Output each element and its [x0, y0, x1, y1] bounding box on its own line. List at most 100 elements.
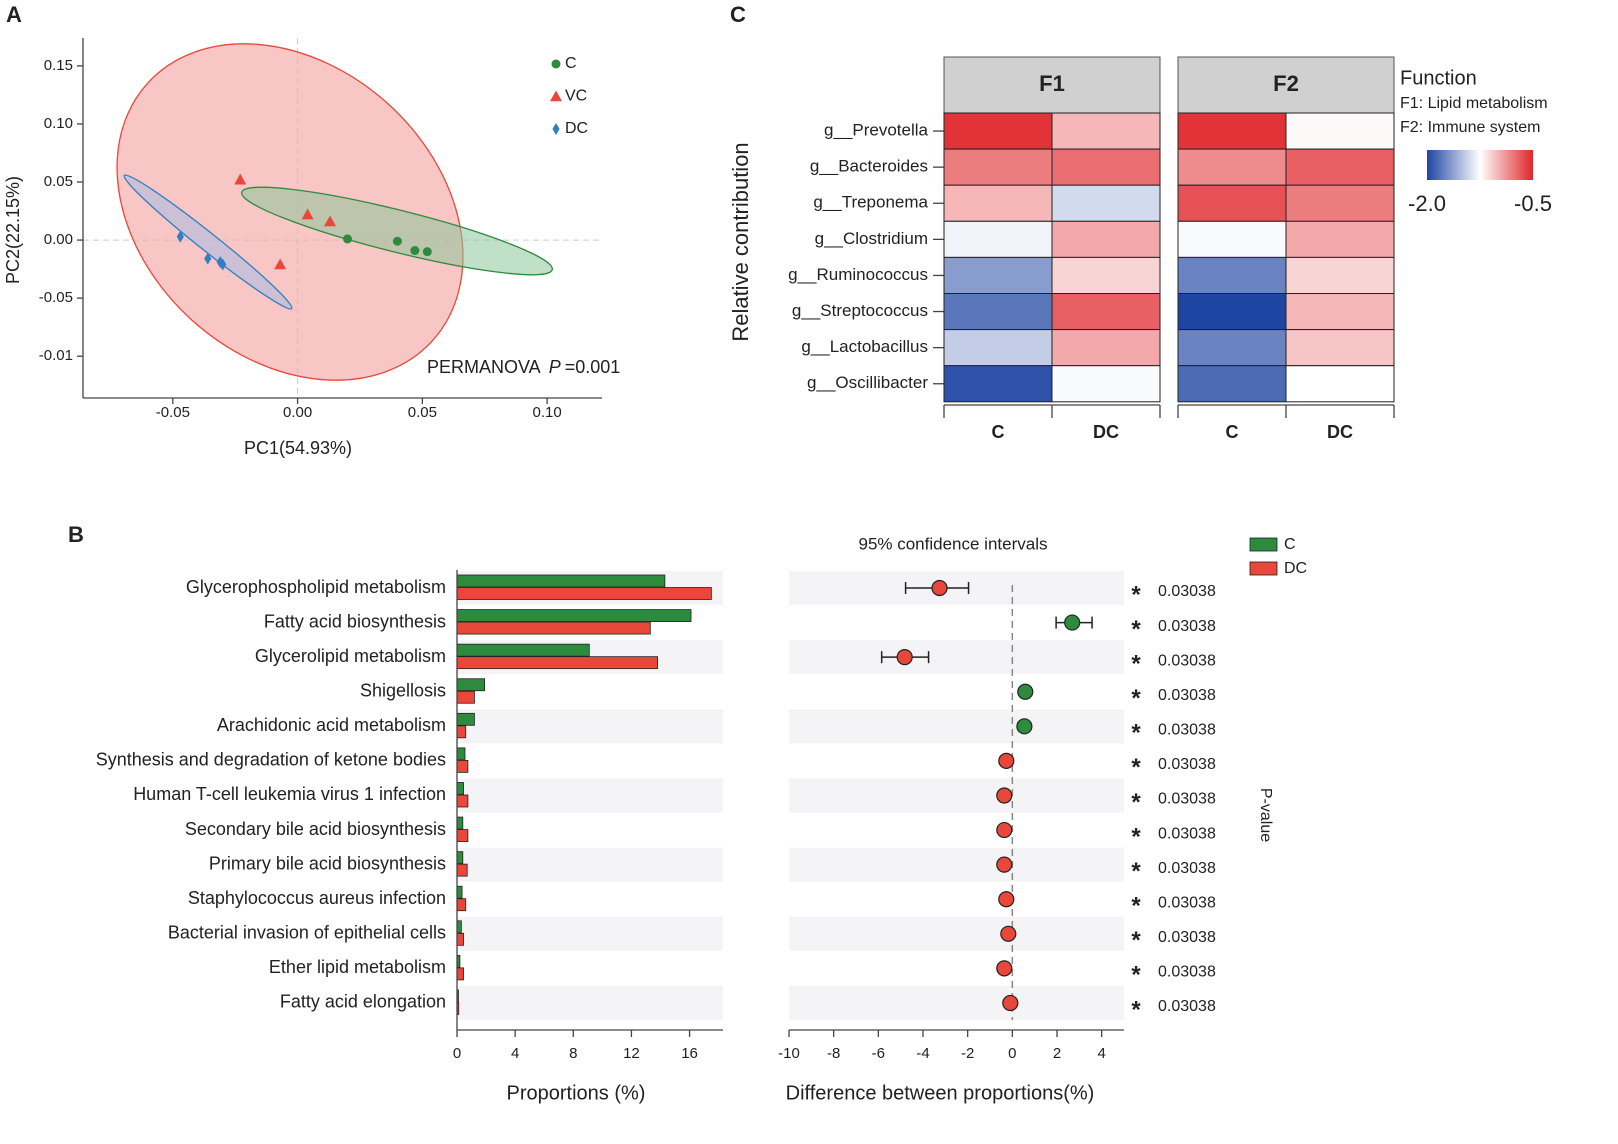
p-value: 0.03038	[1158, 618, 1216, 635]
bar	[456, 656, 658, 670]
point	[324, 215, 337, 227]
x-tick-label: -8	[827, 1045, 840, 1062]
y-tick-label: 0.15	[44, 57, 73, 74]
bar	[456, 898, 467, 912]
legend-label: VC	[565, 88, 587, 105]
category-label: Glycerolipid metabolism	[255, 646, 446, 666]
facet-header	[1177, 56, 1395, 114]
x-tick-label: 16	[681, 1045, 698, 1062]
row-band	[457, 916, 723, 951]
x-tick-label: 0	[453, 1045, 461, 1062]
p-value: 0.03038	[1158, 791, 1216, 808]
x-tick-label: 0.00	[283, 404, 312, 421]
row-band	[789, 847, 1124, 882]
difference-point	[931, 579, 948, 597]
point	[176, 230, 184, 243]
bar	[456, 747, 466, 761]
panel-letter: A	[6, 2, 22, 27]
x-tick-label: 4	[511, 1045, 519, 1062]
heat-cell	[1177, 293, 1287, 331]
point	[342, 234, 352, 244]
row-label: g__Clostridium	[815, 229, 928, 248]
bar	[456, 643, 590, 657]
bar	[456, 885, 463, 899]
significance-mark: *	[1131, 927, 1141, 954]
difference-point	[996, 960, 1013, 977]
category-label: Fatty acid elongation	[280, 992, 446, 1012]
heat-cell	[1285, 184, 1395, 222]
column-label: C	[1226, 422, 1239, 442]
bar	[456, 816, 464, 830]
significance-mark: *	[1131, 996, 1141, 1023]
difference-point	[996, 856, 1013, 873]
x-tick-label: -0.05	[156, 404, 190, 421]
bar	[456, 574, 666, 588]
point	[301, 208, 314, 220]
row-label: g__Bacteroides	[810, 157, 928, 176]
heat-cell	[943, 256, 1053, 294]
confidence-ellipses	[116, 43, 553, 381]
heat-cell	[943, 112, 1053, 150]
p-value: 0.03038	[1158, 860, 1216, 877]
column-label: C	[992, 422, 1005, 442]
ellipse-vc	[116, 43, 464, 381]
heat-cell	[1177, 148, 1287, 186]
heat-cell	[1051, 329, 1161, 367]
x-tick-label: -4	[916, 1045, 929, 1062]
legend-item: F1: Lipid metabolism	[1400, 95, 1548, 112]
x-tick-label: 0.10	[533, 404, 562, 421]
p-value: 0.03038	[1158, 722, 1216, 739]
significance-mark: *	[1131, 651, 1141, 678]
significance-mark: *	[1131, 962, 1141, 989]
category-label: Staphylococcus aureus infection	[188, 888, 446, 908]
point	[274, 258, 287, 270]
panel-letter: B	[68, 522, 84, 547]
facet-label: F2	[1273, 71, 1299, 96]
significance-mark: *	[1131, 893, 1141, 920]
annotation-text: PERMANOVA	[427, 357, 541, 377]
legend-label: C	[1284, 536, 1296, 553]
row-band	[789, 778, 1124, 813]
heat-cell	[1285, 148, 1395, 186]
heat-cell	[1051, 112, 1161, 150]
heat-cell	[1285, 220, 1395, 258]
category-label: Bacterial invasion of epithelial cells	[168, 923, 446, 943]
difference-point	[1016, 718, 1033, 735]
p-value: 0.03038	[1158, 964, 1216, 981]
significance-mark: *	[1131, 858, 1141, 885]
x-tick-label: 8	[569, 1045, 577, 1062]
heat-cell	[1177, 256, 1287, 294]
significance-mark: *	[1131, 823, 1141, 850]
row-label: g__Prevotella	[824, 121, 929, 140]
bar	[456, 920, 462, 934]
y-axis-label: PC2(22.15%)	[3, 176, 23, 284]
heat-cell	[943, 365, 1053, 403]
row-band	[457, 709, 723, 744]
legend-marker	[551, 59, 561, 69]
heat-cell	[1051, 365, 1161, 403]
heat-cell	[1285, 293, 1395, 331]
significance-mark: *	[1131, 581, 1141, 608]
heat-cell	[943, 148, 1053, 186]
colorbar-tick-label: -2.0	[1408, 191, 1446, 216]
colorbar	[1427, 150, 1533, 180]
legend-label: DC	[565, 120, 588, 137]
heat-cell	[1285, 365, 1395, 403]
category-label: Fatty acid biosynthesis	[264, 611, 446, 631]
row-band	[789, 985, 1124, 1020]
bar	[456, 851, 464, 865]
difference-point	[896, 649, 913, 666]
significance-mark: *	[1131, 616, 1141, 643]
x-axis-label: Difference between proportions(%)	[786, 1082, 1095, 1104]
difference-point	[996, 821, 1013, 839]
panel-letter: C	[730, 2, 746, 27]
bar	[456, 932, 464, 946]
bar	[456, 863, 468, 877]
bar	[456, 609, 692, 622]
column-label: DC	[1093, 422, 1119, 442]
legend-swatch	[1249, 537, 1278, 552]
annotation-p: P	[549, 357, 561, 377]
point	[410, 246, 420, 256]
row-label: g__Oscillibacter	[807, 373, 928, 392]
legend-marker	[552, 123, 560, 135]
